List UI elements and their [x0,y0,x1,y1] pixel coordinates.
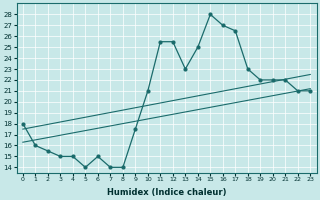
X-axis label: Humidex (Indice chaleur): Humidex (Indice chaleur) [107,188,226,197]
